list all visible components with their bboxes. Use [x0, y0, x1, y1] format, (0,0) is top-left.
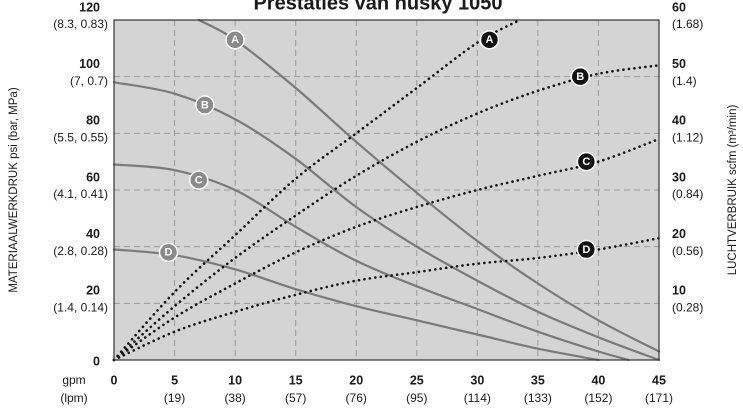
air-line-d	[112, 236, 661, 362]
y-left-tick-label: 100	[79, 57, 100, 71]
y-right-tick-label: 10	[672, 284, 686, 298]
pressure-badge-d-circle	[158, 242, 179, 263]
pressure-badge-c: C	[189, 170, 209, 190]
air-badge-c: C	[576, 151, 597, 172]
air-badge-b: B	[570, 66, 591, 87]
air-line-a	[112, 18, 521, 362]
air-badge-d-label: D	[582, 244, 590, 256]
air-badge-a: A	[479, 30, 500, 50]
x-tick-label: 45	[652, 373, 666, 387]
y-right-tick-label: 50	[672, 57, 686, 71]
y-right-tick-label: 40	[672, 114, 686, 128]
pressure-line-a	[197, 18, 661, 353]
y-left-tick-sublabel: (7, 0.7)	[70, 74, 108, 88]
air-badge-b-circle	[570, 66, 591, 87]
y-right-tick-label: 20	[672, 227, 686, 241]
pressure-badge-d: D	[158, 242, 179, 263]
x-tick-sublabel: (76)	[346, 391, 367, 405]
x-tick-label: 40	[591, 373, 605, 387]
y-right-tick-sublabel: (0.84)	[672, 187, 703, 201]
x-tick-sublabel: (57)	[285, 391, 306, 405]
y-right-tick-label: 30	[672, 170, 686, 184]
y-left-tick-label: 60	[86, 170, 100, 184]
pressure-badge-a: A	[225, 30, 245, 50]
y-left-tick-label: 120	[79, 0, 100, 14]
y-left-tick-sublabel: (4.1, 0.41)	[53, 187, 108, 201]
x-tick-sublabel: (19)	[164, 391, 185, 405]
x-tick-label: 25	[410, 373, 424, 387]
y-left-tick-sublabel: (5.5, 0.55)	[53, 131, 108, 145]
y-right-tick-sublabel: (1.12)	[672, 131, 703, 145]
x-tick-sublabel: (95)	[406, 391, 427, 405]
curve-badges: A B C D A B C D	[158, 30, 597, 263]
y-left-tick-label: 40	[86, 227, 100, 241]
x-tick-sublabel: (171)	[645, 391, 673, 405]
x-tick-label: 15	[289, 373, 303, 387]
pressure-line-c	[112, 163, 630, 362]
pressure-badge-c-circle	[189, 170, 209, 190]
air-badge-c-circle	[576, 151, 597, 172]
y-left-tick-sublabel: (8.3, 0.83)	[53, 17, 108, 31]
x-tick-sublabel: (133)	[524, 391, 552, 405]
y-left-tick-sublabel: (2.8, 0.28)	[53, 244, 108, 258]
pressure-badge-c-label: C	[195, 174, 203, 186]
x-tick-label: 0	[111, 373, 118, 387]
pressure-badge-b: B	[195, 95, 215, 115]
x-tick-label: 35	[531, 373, 545, 387]
y-left-axis-ticks: 0 20 (1.4, 0.14) 40 (2.8, 0.28) 60 (4.1, 0.41)…	[53, 0, 108, 368]
air-consumption-curves	[112, 18, 661, 362]
x-tick-sublabel: (38)	[224, 391, 245, 405]
y-left-tick-label: 80	[86, 114, 100, 128]
y-left-tick-label: 20	[86, 284, 100, 298]
air-badge-a-label: A	[485, 34, 493, 46]
y-right-axis-ticks: 10 (0.28) 20 (0.56) 30 (0.84) 40 (1.12) 50 (1.4) 6…	[672, 0, 703, 314]
air-line-c	[112, 137, 661, 362]
chart-title: Prestaties van husky 1050	[253, 0, 502, 14]
y-left-tick-sublabel: (1.4, 0.14)	[53, 301, 108, 315]
pressure-badge-a-circle	[225, 30, 245, 50]
air-badge-a-circle	[479, 30, 500, 50]
x-axis-ticks: 0 5 (19) 10 (38) 15 (57) 20 (76) 25 (95) 30 (114) 35 (…	[111, 373, 673, 405]
pressure-badge-d-label: D	[165, 247, 173, 259]
x-axis-label-gpm: gpm	[62, 373, 85, 387]
plot-frame	[113, 19, 660, 361]
air-badge-d-circle	[576, 239, 597, 260]
grid-lines	[114, 20, 659, 360]
x-tick-label: 20	[349, 373, 363, 387]
y-left-tick-label: 0	[93, 354, 100, 368]
x-tick-label: 10	[228, 373, 242, 387]
y-right-axis-title: LUCHTVERBRUIK scfm (m³/min)	[727, 105, 739, 276]
air-badge-c-label: C	[582, 156, 590, 168]
pressure-badge-a-label: A	[231, 34, 239, 46]
x-axis-label-lpm: (lpm)	[60, 391, 87, 405]
air-badge-b-label: B	[576, 71, 584, 83]
y-right-tick-label: 60	[672, 0, 686, 14]
pressure-badge-b-circle	[195, 95, 215, 115]
x-tick-label: 5	[171, 373, 178, 387]
x-tick-label: 30	[470, 373, 484, 387]
y-right-tick-sublabel: (1.68)	[672, 17, 703, 31]
air-line-b	[112, 64, 661, 362]
y-right-tick-sublabel: (0.28)	[672, 301, 703, 315]
x-tick-sublabel: (114)	[464, 391, 491, 405]
pressure-line-d	[112, 248, 600, 362]
x-tick-sublabel: (152)	[584, 391, 612, 405]
air-badge-d: D	[576, 239, 597, 260]
y-right-tick-sublabel: (0.56)	[672, 244, 703, 258]
y-right-tick-sublabel: (1.4)	[672, 74, 697, 88]
y-left-axis-title: MATERIAALWERKDRUK psi (bar, MPa)	[8, 87, 20, 293]
pressure-badge-b-label: B	[201, 99, 209, 111]
